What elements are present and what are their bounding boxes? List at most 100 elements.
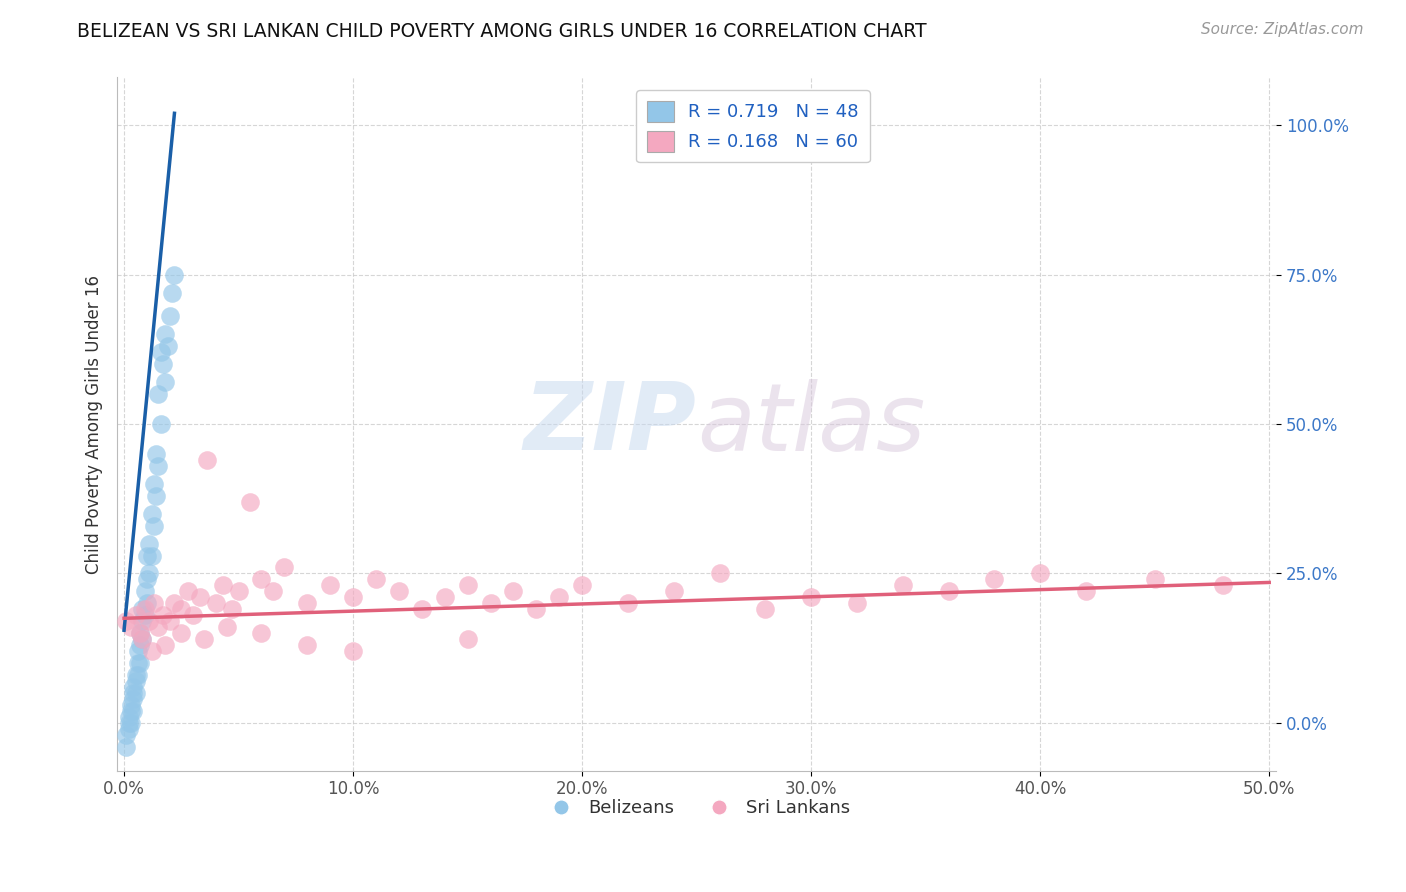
Point bbox=[159, 310, 181, 324]
Point bbox=[160, 285, 183, 300]
Point bbox=[433, 591, 456, 605]
Point bbox=[250, 573, 273, 587]
Point bbox=[115, 728, 138, 742]
Point bbox=[1029, 566, 1052, 581]
Point bbox=[155, 638, 177, 652]
Point bbox=[117, 710, 139, 724]
Point bbox=[129, 638, 152, 652]
Point bbox=[141, 507, 163, 521]
Point bbox=[524, 602, 547, 616]
Point bbox=[134, 608, 156, 623]
Point bbox=[239, 495, 262, 509]
Point bbox=[122, 704, 145, 718]
Point bbox=[709, 566, 731, 581]
Point bbox=[124, 668, 146, 682]
Point bbox=[120, 715, 142, 730]
Point bbox=[204, 596, 226, 610]
Point bbox=[800, 591, 823, 605]
Point bbox=[159, 615, 181, 629]
Point bbox=[115, 739, 138, 754]
Point bbox=[319, 578, 342, 592]
Point bbox=[127, 668, 149, 682]
Point bbox=[117, 722, 139, 736]
Point bbox=[846, 596, 869, 610]
Point bbox=[142, 518, 165, 533]
Point bbox=[170, 602, 193, 616]
Point bbox=[152, 357, 174, 371]
Point bbox=[1074, 584, 1097, 599]
Point bbox=[193, 632, 215, 647]
Point bbox=[217, 620, 239, 634]
Point bbox=[131, 632, 153, 647]
Point bbox=[131, 602, 153, 616]
Point bbox=[136, 573, 159, 587]
Text: Source: ZipAtlas.com: Source: ZipAtlas.com bbox=[1201, 22, 1364, 37]
Text: ZIP: ZIP bbox=[524, 378, 696, 470]
Point bbox=[411, 602, 433, 616]
Point bbox=[124, 608, 146, 623]
Point bbox=[250, 626, 273, 640]
Point bbox=[120, 620, 142, 634]
Point bbox=[136, 549, 159, 563]
Point bbox=[297, 638, 319, 652]
Text: BELIZEAN VS SRI LANKAN CHILD POVERTY AMONG GIRLS UNDER 16 CORRELATION CHART: BELIZEAN VS SRI LANKAN CHILD POVERTY AMO… bbox=[77, 22, 927, 41]
Point bbox=[891, 578, 914, 592]
Point bbox=[120, 704, 142, 718]
Y-axis label: Child Poverty Among Girls Under 16: Child Poverty Among Girls Under 16 bbox=[86, 275, 103, 574]
Point bbox=[983, 573, 1005, 587]
Point bbox=[142, 476, 165, 491]
Point bbox=[163, 596, 186, 610]
Point bbox=[141, 644, 163, 658]
Point bbox=[124, 674, 146, 689]
Point bbox=[117, 715, 139, 730]
Point bbox=[548, 591, 571, 605]
Point bbox=[754, 602, 776, 616]
Point bbox=[152, 608, 174, 623]
Point bbox=[124, 686, 146, 700]
Point bbox=[148, 387, 170, 401]
Point bbox=[145, 447, 167, 461]
Point bbox=[120, 698, 142, 712]
Point bbox=[127, 656, 149, 670]
Point bbox=[134, 602, 156, 616]
Point bbox=[129, 656, 152, 670]
Point bbox=[136, 596, 159, 610]
Point bbox=[149, 345, 172, 359]
Point bbox=[571, 578, 593, 592]
Point bbox=[181, 608, 204, 623]
Point bbox=[502, 584, 524, 599]
Point bbox=[148, 620, 170, 634]
Point bbox=[127, 644, 149, 658]
Point bbox=[211, 578, 233, 592]
Point bbox=[138, 566, 160, 581]
Point bbox=[131, 632, 153, 647]
Point bbox=[155, 327, 177, 342]
Point bbox=[188, 591, 211, 605]
Point bbox=[479, 596, 502, 610]
Point bbox=[142, 596, 165, 610]
Point bbox=[457, 578, 479, 592]
Point bbox=[134, 584, 156, 599]
Point bbox=[122, 686, 145, 700]
Point bbox=[141, 549, 163, 563]
Point bbox=[156, 339, 179, 353]
Point bbox=[149, 417, 172, 431]
Point bbox=[138, 536, 160, 550]
Point bbox=[138, 615, 160, 629]
Point bbox=[148, 458, 170, 473]
Point bbox=[662, 584, 685, 599]
Point bbox=[115, 615, 138, 629]
Point bbox=[129, 626, 152, 640]
Point bbox=[342, 644, 364, 658]
Point bbox=[221, 602, 243, 616]
Point bbox=[617, 596, 640, 610]
Text: atlas: atlas bbox=[696, 378, 925, 469]
Point bbox=[297, 596, 319, 610]
Point bbox=[155, 376, 177, 390]
Point bbox=[129, 626, 152, 640]
Point bbox=[131, 615, 153, 629]
Point bbox=[342, 591, 364, 605]
Point bbox=[364, 573, 387, 587]
Point bbox=[170, 626, 193, 640]
Point bbox=[388, 584, 411, 599]
